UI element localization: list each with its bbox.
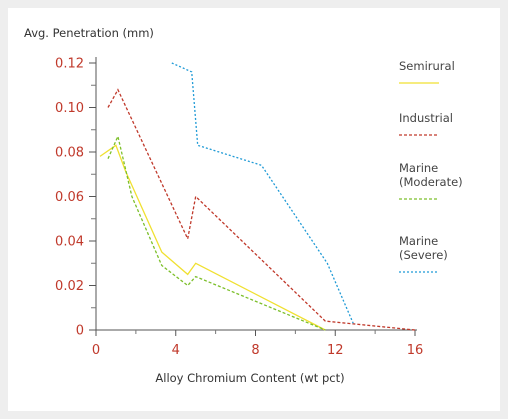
y-axis-title: Avg. Penetration (mm) [24,26,154,40]
series-line-0 [99,144,326,331]
x-tick-label: 4 [172,343,180,358]
series-lines [99,62,416,331]
y-tick-label: 0.04 [55,235,84,250]
legend-label: Marine [399,234,438,248]
series-line-2 [107,134,326,331]
legend: SemiruralIndustrialMarine(Moderate)Marin… [399,59,463,273]
y-tick-label: 0 [76,324,84,339]
series-line-3 [171,62,354,324]
legend-label: (Severe) [399,248,448,262]
y-tick-label: 0.06 [55,190,84,205]
axes: 0 0.02 0.04 0.06 0.08 0.10 0.12 0 4 8 12 16 [55,57,423,359]
legend-label: (Moderate) [399,175,463,189]
legend-item-1: Industrial [399,111,453,136]
legend-item-2: Marine(Moderate) [399,161,463,200]
y-tick-label: 0.08 [55,146,84,161]
y-tick-label: 0.10 [55,101,84,116]
y-tick-label: 0.12 [55,57,84,72]
chart-card: Avg. Penetration (mm) Alloy Chromium Con… [8,8,500,411]
x-axis-title: Alloy Chromium Content (wt pct) [155,371,344,385]
legend-item-0: Semirural [399,59,455,84]
series-line-1 [107,88,416,331]
legend-item-3: Marine(Severe) [399,234,448,273]
x-tick-label: 8 [251,343,259,358]
chart-svg: Avg. Penetration (mm) Alloy Chromium Con… [24,26,463,385]
legend-label: Industrial [399,111,453,125]
legend-label: Semirural [399,59,455,73]
legend-label: Marine [399,161,438,175]
x-tick-label: 12 [327,343,344,358]
x-tick-label: 16 [407,343,424,358]
x-tick-label: 0 [92,343,100,358]
y-tick-label: 0.02 [55,279,84,294]
